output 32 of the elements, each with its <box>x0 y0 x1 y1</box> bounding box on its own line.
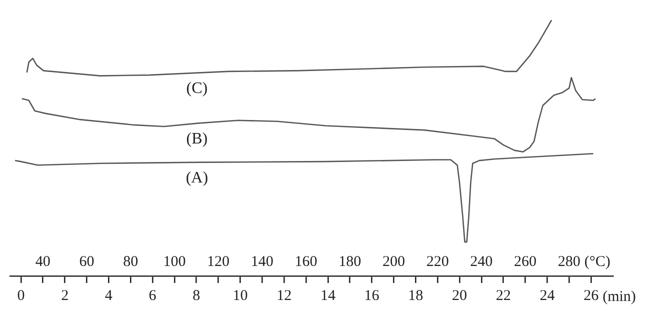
x2-tick-label: 160 <box>294 254 318 270</box>
x2-tick-label: 60 <box>79 254 94 270</box>
x2-tick-label: 260 <box>514 254 537 270</box>
x-tick-label: 10 <box>232 288 248 304</box>
x-tick-label: 20 <box>452 288 468 304</box>
x2-tick-label: 120 <box>207 254 230 270</box>
x2-tick-label: 240 <box>470 254 493 270</box>
x-tick-label: 12 <box>276 288 292 304</box>
x-tick-label: 6 <box>148 288 157 304</box>
series-label: (C) <box>186 80 208 98</box>
x-tick-label: 26 <box>584 288 600 304</box>
series-label: (A) <box>186 170 208 187</box>
x-tick-label: 18 <box>408 288 424 304</box>
x-tick-label: 14 <box>320 288 336 304</box>
x2-tick-label: 100 <box>163 254 186 270</box>
x-tick-label: 0 <box>17 288 25 304</box>
x2-tick-label: 200 <box>382 254 405 270</box>
x2-tick-label: 220 <box>426 254 449 270</box>
x2-tick-label: 140 <box>250 254 274 270</box>
x-tick-label: 4 <box>104 288 113 304</box>
series-label: (B) <box>186 130 208 148</box>
x-axis-title: (min) <box>602 288 636 305</box>
x-tick-label: 22 <box>496 288 511 304</box>
x2-tick-label: 40 <box>35 254 50 270</box>
x2-tick-label: 80 <box>123 254 138 270</box>
x-tick-label: 24 <box>540 288 556 304</box>
x2-axis-title: (°C) <box>584 254 610 270</box>
x2-tick-label: 280 <box>558 254 580 270</box>
x2-tick-label: 180 <box>338 254 362 270</box>
x-tick-label: 16 <box>364 288 380 304</box>
x-tick-label: 2 <box>61 288 69 304</box>
x-tick-label: 8 <box>192 288 200 304</box>
